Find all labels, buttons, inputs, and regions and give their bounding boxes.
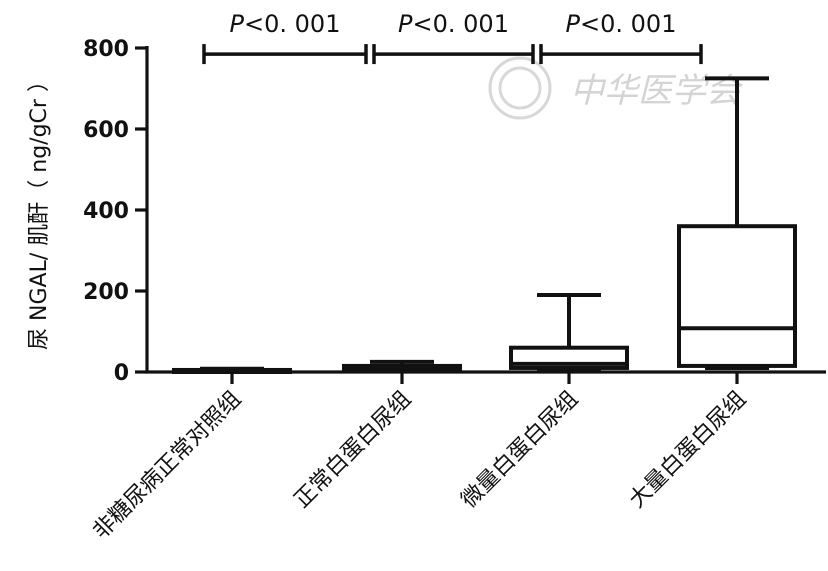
p-threshold: <0. 001 xyxy=(244,10,340,38)
box-iqr xyxy=(677,224,797,368)
y-tick-label: 200 xyxy=(83,280,129,305)
box-plot xyxy=(172,366,292,375)
watermark-seal-icon xyxy=(488,56,552,120)
comparison-bracket: P<0. 001 xyxy=(372,10,535,65)
comparison-bracket: P<0. 001 xyxy=(202,10,368,65)
comparison-bracket: P<0. 001 xyxy=(539,10,703,65)
y-tick-label: 0 xyxy=(114,361,129,386)
p-symbol: P xyxy=(230,10,245,38)
p-value-label: P<0. 001 xyxy=(398,10,509,38)
p-threshold: <0. 001 xyxy=(580,10,676,38)
x-tick-label: 非糖尿病正常对照组 xyxy=(89,387,247,545)
x-tick-label: 微量白蛋白尿组 xyxy=(457,387,584,514)
p-value-label: P<0. 001 xyxy=(230,10,341,38)
y-tick-label: 600 xyxy=(83,118,129,143)
x-axis-labels: 非糖尿病正常对照组 正常白蛋白尿组 微量白蛋白尿组 大量白蛋白尿组 xyxy=(89,387,752,545)
p-value-label: P<0. 001 xyxy=(566,10,677,38)
watermark: 中华医学会 xyxy=(488,56,744,120)
box-plot xyxy=(677,76,797,370)
p-threshold: <0. 001 xyxy=(413,10,509,38)
y-axis-label: 尿 NGAL/ 肌酐（ ng/gCr ） xyxy=(27,70,52,350)
p-symbol: P xyxy=(566,10,581,38)
y-axis-ticks: 0 200 400 600 800 xyxy=(83,37,147,386)
y-tick-label: 800 xyxy=(83,37,129,62)
x-tick-label: 大量白蛋白尿组 xyxy=(625,387,752,514)
y-tick-label: 400 xyxy=(83,199,129,224)
x-tick-label: 正常白蛋白尿组 xyxy=(290,387,417,514)
p-symbol: P xyxy=(398,10,413,38)
box-series xyxy=(172,76,797,375)
box-plot xyxy=(509,293,629,372)
watermark-seal-inner-icon xyxy=(498,66,542,110)
box-plot xyxy=(342,359,462,372)
significance-comparisons: P<0. 001 P<0. 001 P<0. 001 xyxy=(202,10,703,65)
